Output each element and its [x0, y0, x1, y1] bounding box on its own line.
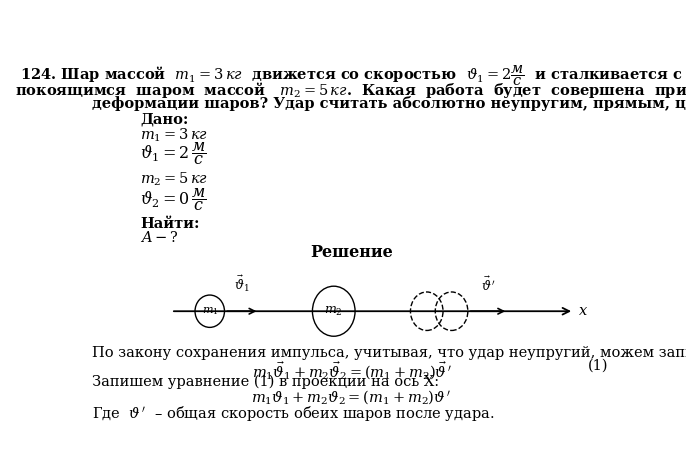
Text: $x$: $x$: [578, 304, 588, 318]
Text: $\vec{\vartheta}^{\,\prime}$: $\vec{\vartheta}^{\,\prime}$: [481, 276, 495, 294]
Text: Дано:: Дано:: [140, 112, 189, 127]
Text: деформации шаров? Удар считать абсолютно неупругим, прямым, центральным: деформации шаров? Удар считать абсолютно…: [92, 96, 686, 110]
Text: $m_1\vec{\vartheta}_1 + m_2\vec{\vartheta}_2 = (m_1 + m_2)\vec{\vartheta}^{\,\pr: $m_1\vec{\vartheta}_1 + m_2\vec{\varthet…: [252, 359, 451, 381]
Text: (1): (1): [588, 359, 608, 373]
Text: Где  $\vartheta^{\,\prime}$  – общая скорость обеих шаров после удара.: Где $\vartheta^{\,\prime}$ – общая скоро…: [92, 404, 495, 423]
Text: 124. Шар массой  $m_1 = 3\,кг$  движется со скоростью  $\vartheta_1 = 2\dfrac{м}: 124. Шар массой $m_1 = 3\,кг$ движется с…: [20, 63, 683, 88]
Text: $\vartheta_2 = 0\,\dfrac{м}{с}$: $\vartheta_2 = 0\,\dfrac{м}{с}$: [140, 186, 206, 213]
Text: Найти:: Найти:: [140, 217, 200, 231]
Text: По закону сохранения импульса, учитывая, что удар неупругий, можем записать:: По закону сохранения импульса, учитывая,…: [92, 346, 686, 360]
Text: $\vec{\vartheta}_1$: $\vec{\vartheta}_1$: [234, 274, 250, 294]
Text: $m_1\vartheta_1 + m_2\vartheta_2 = (m_1 + m_2)\vartheta^{\,\prime}$: $m_1\vartheta_1 + m_2\vartheta_2 = (m_1 …: [251, 388, 452, 406]
Text: Запишем уравнение (1) в проекции на ось X:: Запишем уравнение (1) в проекции на ось …: [92, 374, 439, 389]
Text: Решение: Решение: [310, 244, 393, 261]
Text: $m_2 = 5\,кг$: $m_2 = 5\,кг$: [140, 171, 208, 188]
Text: $m_2$: $m_2$: [324, 305, 343, 318]
Text: $m_1 = 3\,кг$: $m_1 = 3\,кг$: [140, 127, 208, 144]
Text: покоящимся  шаром  массой   $m_2 = 5\,кг$.  Какая  работа  будет  совершена  при: покоящимся шаром массой $m_2 = 5\,кг$. К…: [15, 80, 686, 100]
Text: $m_1$: $m_1$: [202, 305, 218, 317]
Text: $\vartheta_1 = 2\,\dfrac{м}{с}$: $\vartheta_1 = 2\,\dfrac{м}{с}$: [140, 140, 206, 167]
Text: $A - ?$: $A - ?$: [140, 229, 178, 245]
